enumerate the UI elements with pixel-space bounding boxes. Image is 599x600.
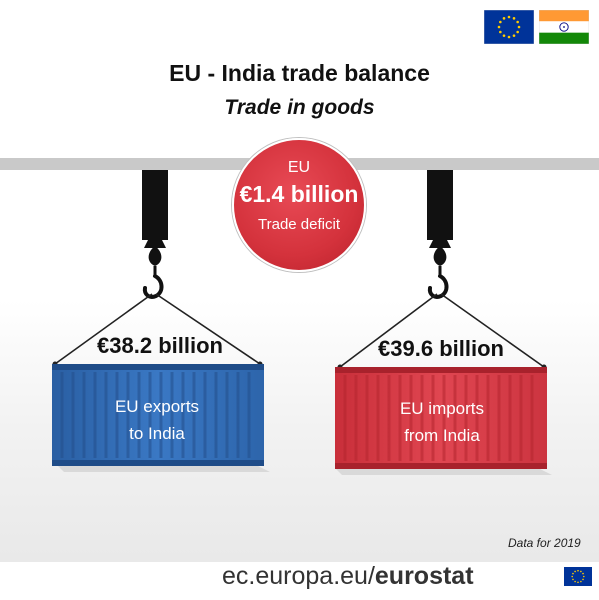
eu-star: [571, 575, 573, 578]
data-year-note: Data for 2019: [508, 536, 581, 550]
eurostat-site-link[interactable]: ec.europa.eu/eurostat: [222, 562, 474, 591]
eu-star: [502, 17, 506, 20]
eu-star: [577, 569, 579, 572]
eu-star: [582, 572, 584, 575]
page-subtitle: Trade in goods: [224, 96, 375, 119]
eu-star: [507, 35, 511, 39]
eu-star: [574, 580, 576, 583]
page-title: EU - India trade balance: [169, 60, 430, 86]
exports-container: [52, 364, 264, 466]
exports-label: EU exports to India: [52, 393, 262, 447]
eu-flag-footer-icon: [564, 567, 592, 586]
eu-star: [582, 578, 584, 581]
eu-star: [577, 581, 579, 584]
exports-amount: €38.2 billion: [97, 333, 223, 358]
imports-label-line2: from India: [404, 426, 480, 445]
eu-star: [512, 17, 516, 20]
imports-amount: €39.6 billion: [378, 336, 504, 361]
eu-star: [572, 578, 574, 581]
right-hook-icon: [427, 170, 453, 299]
eu-star: [574, 570, 576, 573]
footer-bar: [0, 562, 599, 600]
deficit-amount: €1.4 billion: [239, 181, 359, 207]
site-brand: eurostat: [374, 562, 474, 590]
deficit-region: EU: [287, 159, 311, 176]
eu-star: [580, 570, 582, 573]
eu-star: [583, 575, 585, 578]
eu-star: [497, 25, 501, 29]
eu-star: [502, 34, 506, 37]
eu-star: [580, 580, 582, 583]
eu-star: [572, 572, 574, 575]
imports-label: EU imports from India: [337, 395, 547, 449]
eu-flag-icon: [484, 10, 534, 44]
trade-deficit-badge: EU €1.4 billion Trade deficit: [232, 138, 366, 272]
imports-label-line1: EU imports: [399, 399, 485, 418]
exports-label-line1: EU exports: [114, 397, 200, 416]
eu-star: [517, 25, 521, 29]
eu-star: [512, 34, 516, 37]
exports-label-line2: to India: [129, 424, 185, 443]
eu-star: [499, 20, 502, 24]
cables: [54, 293, 545, 368]
eu-star: [516, 30, 519, 34]
site-prefix: ec.europa.eu/: [222, 562, 375, 590]
imports-container: [335, 367, 547, 469]
deficit-label: Trade deficit: [258, 216, 340, 233]
eu-star: [499, 30, 502, 34]
eu-star: [507, 15, 511, 19]
eu-star: [516, 20, 519, 24]
left-hook-icon: [142, 170, 168, 299]
india-flag-icon: [539, 10, 589, 44]
